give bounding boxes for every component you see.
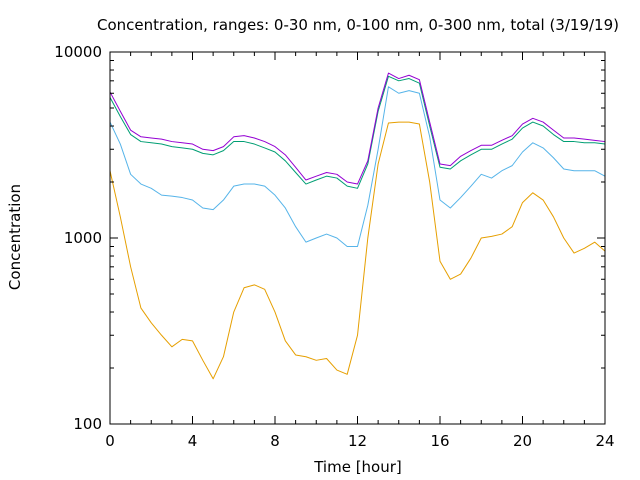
x-tick-label: 12	[348, 432, 367, 450]
series-line-4	[109, 72, 606, 185]
series-layer	[109, 72, 606, 380]
y-tick-label: 1000	[64, 229, 102, 247]
x-tick-label: 20	[513, 432, 532, 450]
x-tick-label: 16	[430, 432, 449, 450]
series-line-3	[109, 75, 606, 189]
series-line-1	[109, 121, 606, 380]
ticks-layer: 0 4 8 12 16 20 24 100 1000 10000	[54, 43, 614, 450]
x-tick-label: 8	[270, 432, 280, 450]
plot-frame	[109, 51, 606, 425]
y-tick-label: 100	[73, 415, 102, 433]
x-tick-label: 0	[105, 432, 115, 450]
y-axis-label: Concentration	[6, 184, 24, 290]
chart-title: Concentration, ranges: 0-30 nm, 0-100 nm…	[97, 16, 619, 34]
series-line-2	[109, 86, 606, 248]
x-tick-label: 24	[595, 432, 614, 450]
x-tick-label: 4	[188, 432, 198, 450]
y-tick-label: 10000	[54, 43, 102, 61]
x-axis-label: Time [hour]	[313, 458, 402, 476]
